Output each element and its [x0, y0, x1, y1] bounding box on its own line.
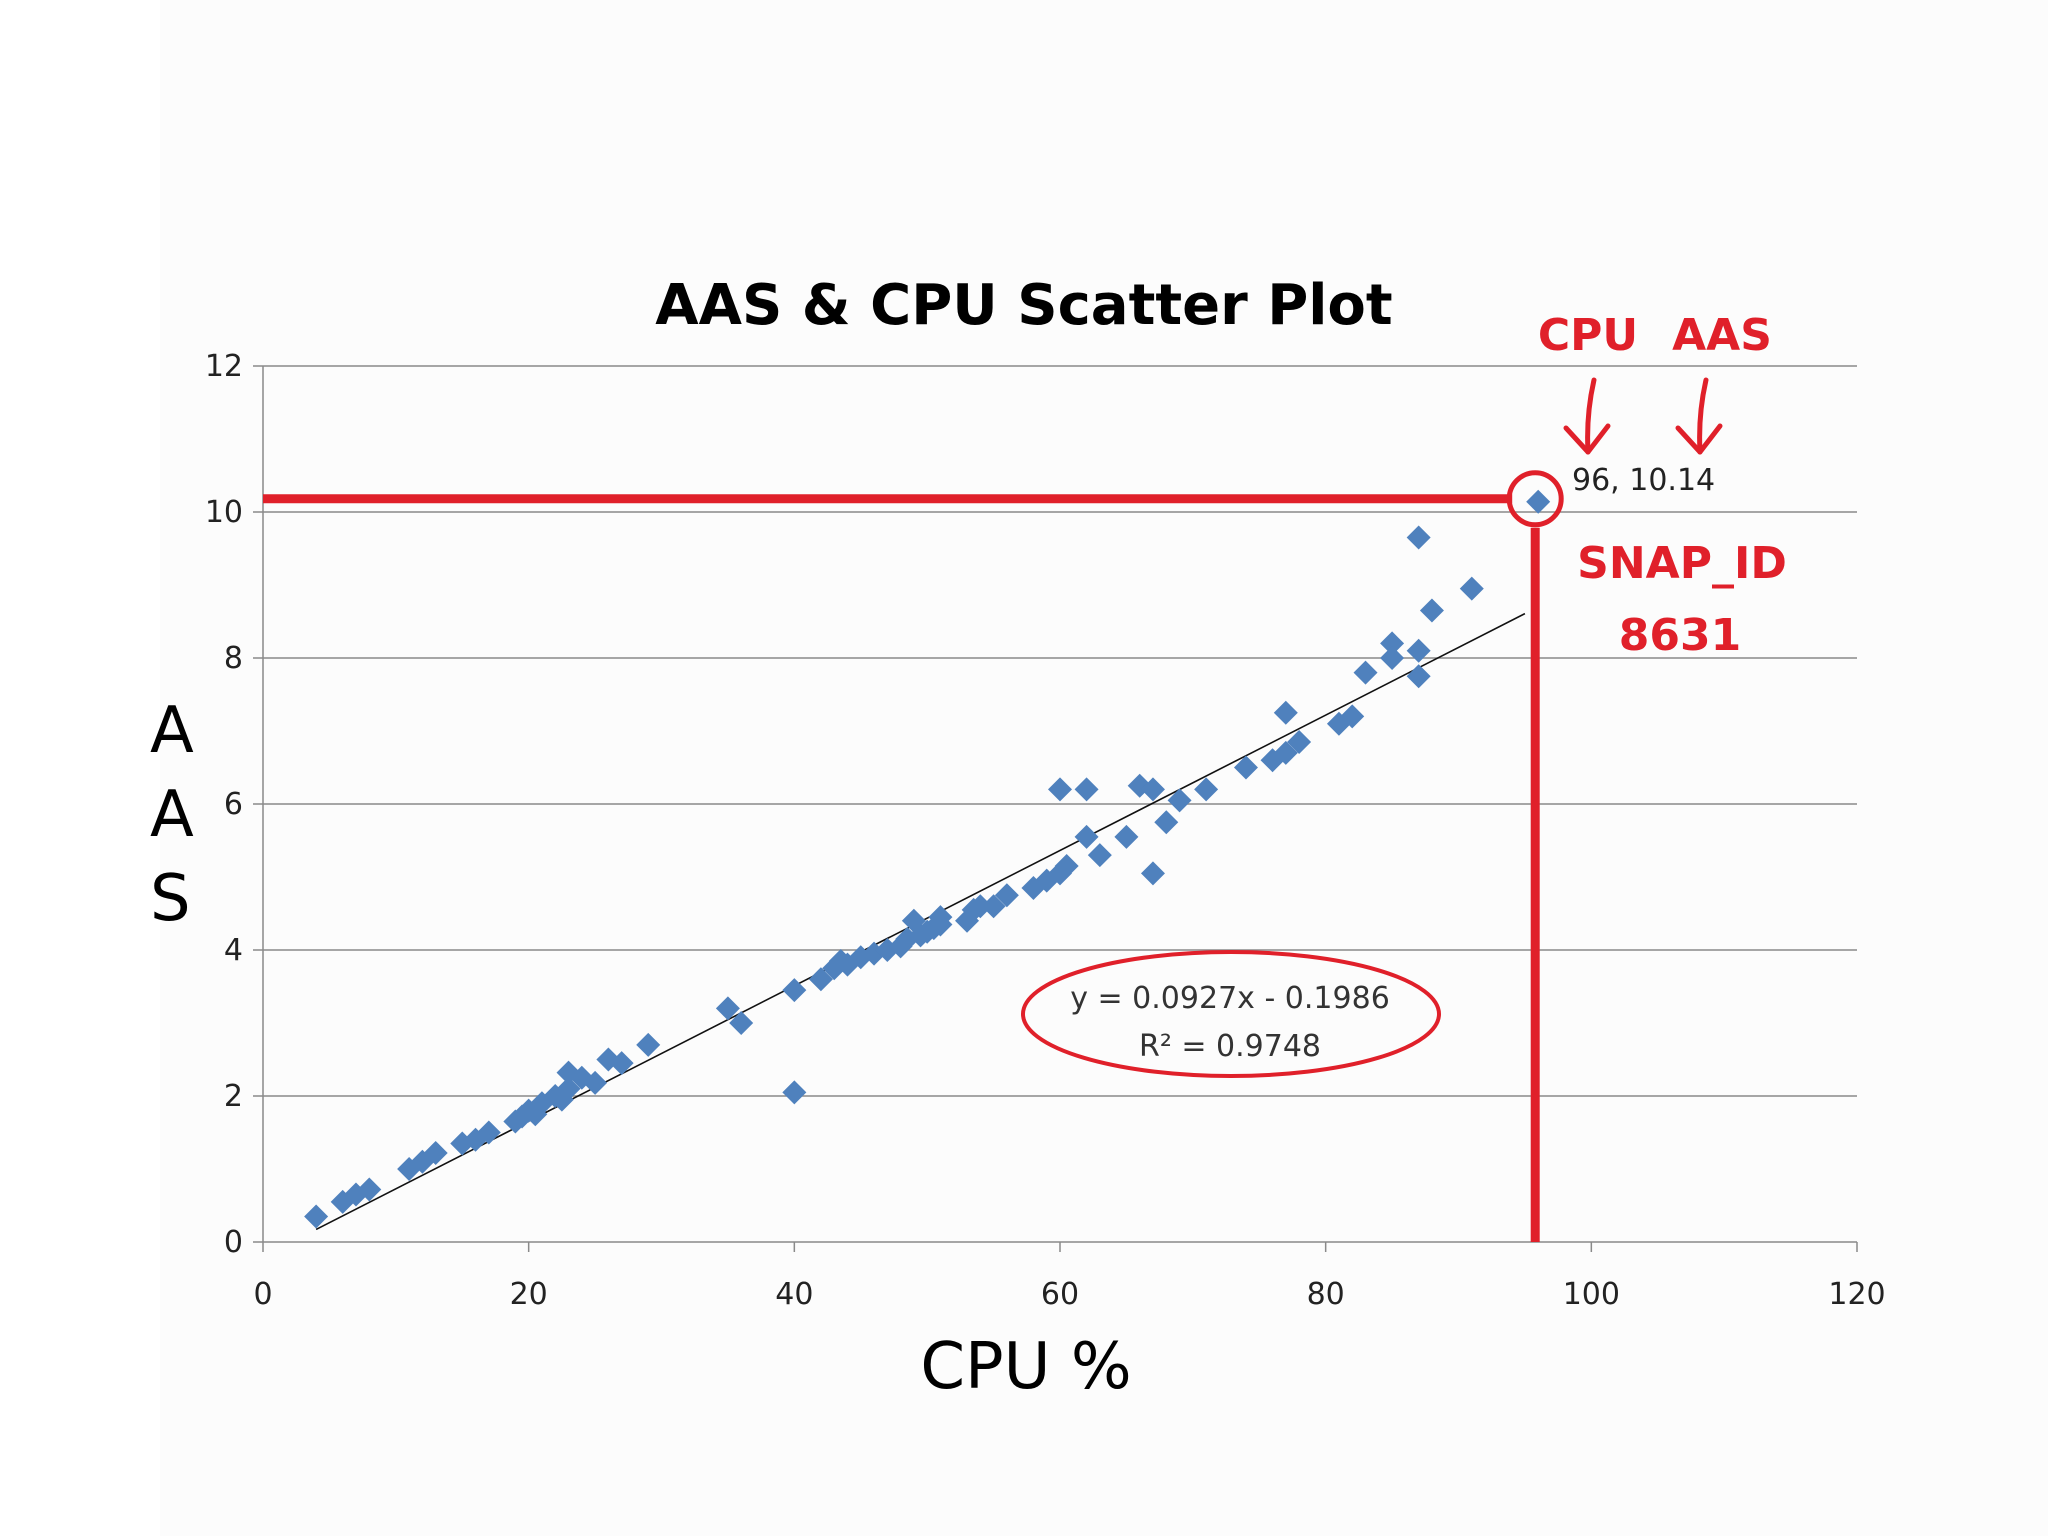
- x-tick-label: 40: [775, 1277, 813, 1312]
- cpu-arrow-icon-shaft: [1585, 377, 1597, 455]
- x-tick-label: 20: [510, 1277, 548, 1312]
- data-point: [583, 1070, 608, 1095]
- data-point: [1273, 740, 1298, 765]
- y-tick-label: 10: [205, 495, 243, 530]
- data-point: [1273, 700, 1298, 725]
- data-point: [1406, 664, 1431, 689]
- data-point: [715, 996, 740, 1021]
- annotation-layer: [263, 377, 1723, 1242]
- data-point: [636, 1032, 661, 1057]
- data-point: [1074, 824, 1099, 849]
- cpu-arrow-icon-head: [1563, 423, 1611, 455]
- data-point: [476, 1120, 501, 1145]
- data-point: [1074, 777, 1099, 802]
- data-point: [1380, 646, 1405, 670]
- data-point: [1526, 489, 1551, 514]
- y-tick-label: 6: [224, 787, 243, 822]
- highlight-point-label: 96, 10.14: [1572, 463, 1715, 498]
- points-layer: [304, 489, 1551, 1229]
- data-point: [1340, 704, 1365, 729]
- data-point: [1140, 861, 1165, 886]
- y-axis-title-letter: A: [150, 694, 194, 768]
- data-point: [994, 883, 1019, 908]
- data-point: [808, 967, 833, 992]
- cpu-arrow-icon: [1563, 377, 1611, 455]
- data-point: [1167, 788, 1192, 813]
- highlight-circle: [1506, 470, 1564, 528]
- y-axis-title-letter: S: [150, 862, 191, 936]
- data-point: [928, 905, 953, 930]
- y-tick-label: 8: [224, 641, 243, 676]
- text-layer: AAS & CPU Scatter Plot CPU % y = 0.0927x…: [655, 273, 1787, 1404]
- equation-ellipse: [1021, 950, 1441, 1078]
- trendline-r-squared: R² = 0.9748: [1139, 1029, 1321, 1064]
- y-axis-title-letter: A: [150, 778, 194, 852]
- snap-id-label: SNAP_ID: [1577, 538, 1787, 589]
- x-axis-title: CPU %: [920, 1330, 1131, 1404]
- data-point: [968, 894, 993, 919]
- aas-annotation-label: AAS: [1672, 310, 1772, 361]
- data-point: [304, 1204, 329, 1229]
- y-tick-label: 4: [224, 933, 243, 968]
- data-point: [1233, 755, 1258, 780]
- data-point: [1054, 854, 1079, 879]
- data-point: [1087, 843, 1112, 868]
- chart-title: AAS & CPU Scatter Plot: [655, 273, 1392, 338]
- data-point: [1194, 777, 1219, 802]
- y-tick-label: 0: [224, 1225, 243, 1260]
- snap-id-value: 8631: [1619, 610, 1741, 661]
- data-point: [1154, 810, 1179, 835]
- x-tick-label: 60: [1041, 1277, 1079, 1312]
- x-tick-label: 0: [253, 1277, 272, 1312]
- y-tick-label: 2: [224, 1079, 243, 1114]
- data-point: [1406, 525, 1431, 550]
- data-point: [423, 1140, 448, 1165]
- y-tick-label: 12: [205, 349, 243, 384]
- trendline-equation: y = 0.0927x - 0.1986: [1070, 981, 1390, 1016]
- data-point: [609, 1051, 634, 1076]
- aas-arrow-icon-head: [1675, 423, 1723, 455]
- data-point: [729, 1011, 754, 1035]
- data-point: [556, 1076, 581, 1101]
- x-tick-label: 100: [1563, 1277, 1620, 1312]
- data-point: [1048, 777, 1072, 802]
- data-point: [981, 894, 1006, 919]
- x-tick-label: 120: [1828, 1277, 1885, 1312]
- data-point: [1353, 660, 1378, 685]
- data-point: [1459, 576, 1484, 601]
- aas-arrow-icon-shaft: [1697, 377, 1709, 455]
- data-point: [782, 1080, 807, 1105]
- data-point: [1114, 824, 1139, 849]
- data-point: [1419, 598, 1444, 623]
- cpu-annotation-label: CPU: [1538, 310, 1638, 361]
- data-point: [357, 1177, 382, 1202]
- x-tick-label: 80: [1307, 1277, 1345, 1312]
- data-point: [1140, 777, 1165, 802]
- aas-arrow-icon: [1675, 377, 1723, 455]
- data-point: [782, 978, 807, 1003]
- data-point: [1406, 638, 1431, 663]
- chart-area: [160, 0, 2048, 1536]
- data-point: [1380, 631, 1405, 656]
- data-point: [1287, 729, 1312, 754]
